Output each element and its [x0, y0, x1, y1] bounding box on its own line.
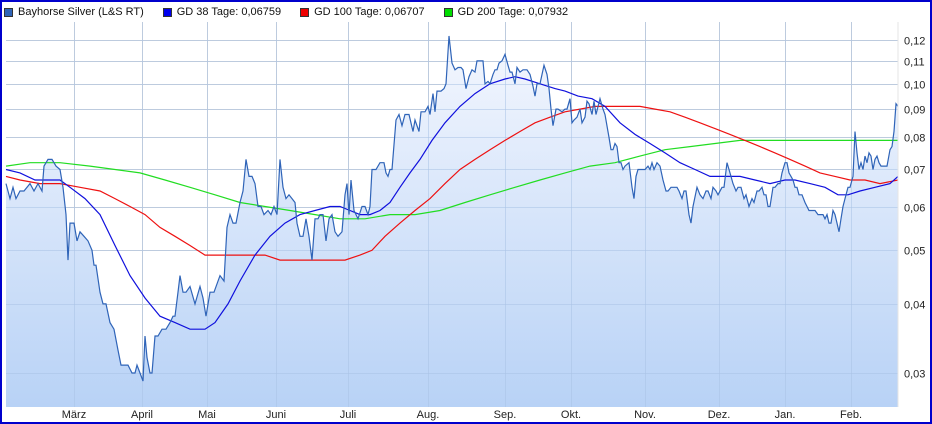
- x-tick-label: Juni: [266, 409, 286, 421]
- y-axis: 0,12 0,11 0,10 0,09 0,08 0,07 0,06 0,05 0,04 0,03: [904, 36, 925, 381]
- x-tick-label: Feb.: [840, 409, 862, 421]
- legend-label-gd38: GD 38 Tage: 0,06759: [176, 6, 282, 18]
- y-tick-label: 0,03: [904, 369, 925, 381]
- x-tick-label: Dez.: [708, 409, 731, 421]
- legend-swatch-gd38: [162, 7, 172, 17]
- legend-swatch-gd200: [443, 7, 453, 17]
- legend-label-price: Bayhorse Silver (L&S RT): [18, 6, 144, 18]
- legend-swatch-gd100: [300, 7, 310, 17]
- x-tick-label: Nov.: [634, 409, 656, 421]
- x-tick-label: April: [131, 409, 153, 421]
- legend-item-price[interactable]: Bayhorse Silver (L&S RT): [4, 6, 144, 18]
- legend-swatch-price: [4, 7, 13, 17]
- y-tick-label: 0,12: [904, 36, 925, 48]
- x-tick-label: Aug.: [417, 409, 440, 421]
- x-tick-label: Jan.: [775, 409, 796, 421]
- x-tick-label: Mai: [198, 409, 216, 421]
- legend: Bayhorse Silver (L&S RT) GD 38 Tage: 0,0…: [4, 4, 587, 20]
- y-tick-label: 0,10: [904, 80, 925, 92]
- x-tick-label: Okt.: [561, 409, 581, 421]
- y-tick-label: 0,06: [904, 203, 925, 215]
- y-tick-label: 0,04: [904, 300, 925, 312]
- x-axis: März April Mai Juni Juli Aug. Sep. Okt. Nov. Dez.…: [62, 409, 862, 421]
- legend-item-gd38[interactable]: GD 38 Tage: 0,06759: [162, 6, 282, 18]
- legend-label-gd100: GD 100 Tage: 0,06707: [314, 6, 425, 18]
- price-line: [5, 35, 899, 382]
- x-tick-label: Juli: [340, 409, 357, 421]
- x-tick-label: März: [62, 409, 86, 421]
- y-tick-label: 0,08: [904, 133, 925, 145]
- y-tick-label: 0,11: [904, 57, 925, 69]
- legend-label-gd200: GD 200 Tage: 0,07932: [457, 6, 569, 18]
- gd100-line: [5, 105, 899, 261]
- x-tick-label: Sep.: [494, 409, 517, 421]
- price-area-fill: [6, 36, 898, 407]
- y-tick-label: 0,05: [904, 246, 925, 258]
- legend-item-gd100[interactable]: GD 100 Tage: 0,06707: [300, 6, 425, 18]
- gd38-line: [5, 76, 899, 330]
- legend-item-gd200[interactable]: GD 200 Tage: 0,07932: [443, 6, 569, 18]
- y-tick-label: 0,09: [904, 105, 925, 117]
- y-tick-label: 0,07: [904, 165, 925, 177]
